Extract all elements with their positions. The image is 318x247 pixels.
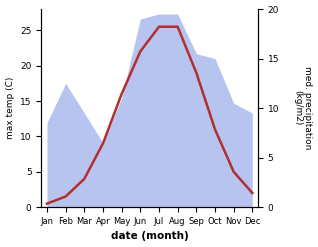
X-axis label: date (month): date (month) <box>111 231 189 242</box>
Y-axis label: med. precipitation
(kg/m2): med. precipitation (kg/m2) <box>293 66 313 150</box>
Y-axis label: max temp (C): max temp (C) <box>5 77 15 139</box>
